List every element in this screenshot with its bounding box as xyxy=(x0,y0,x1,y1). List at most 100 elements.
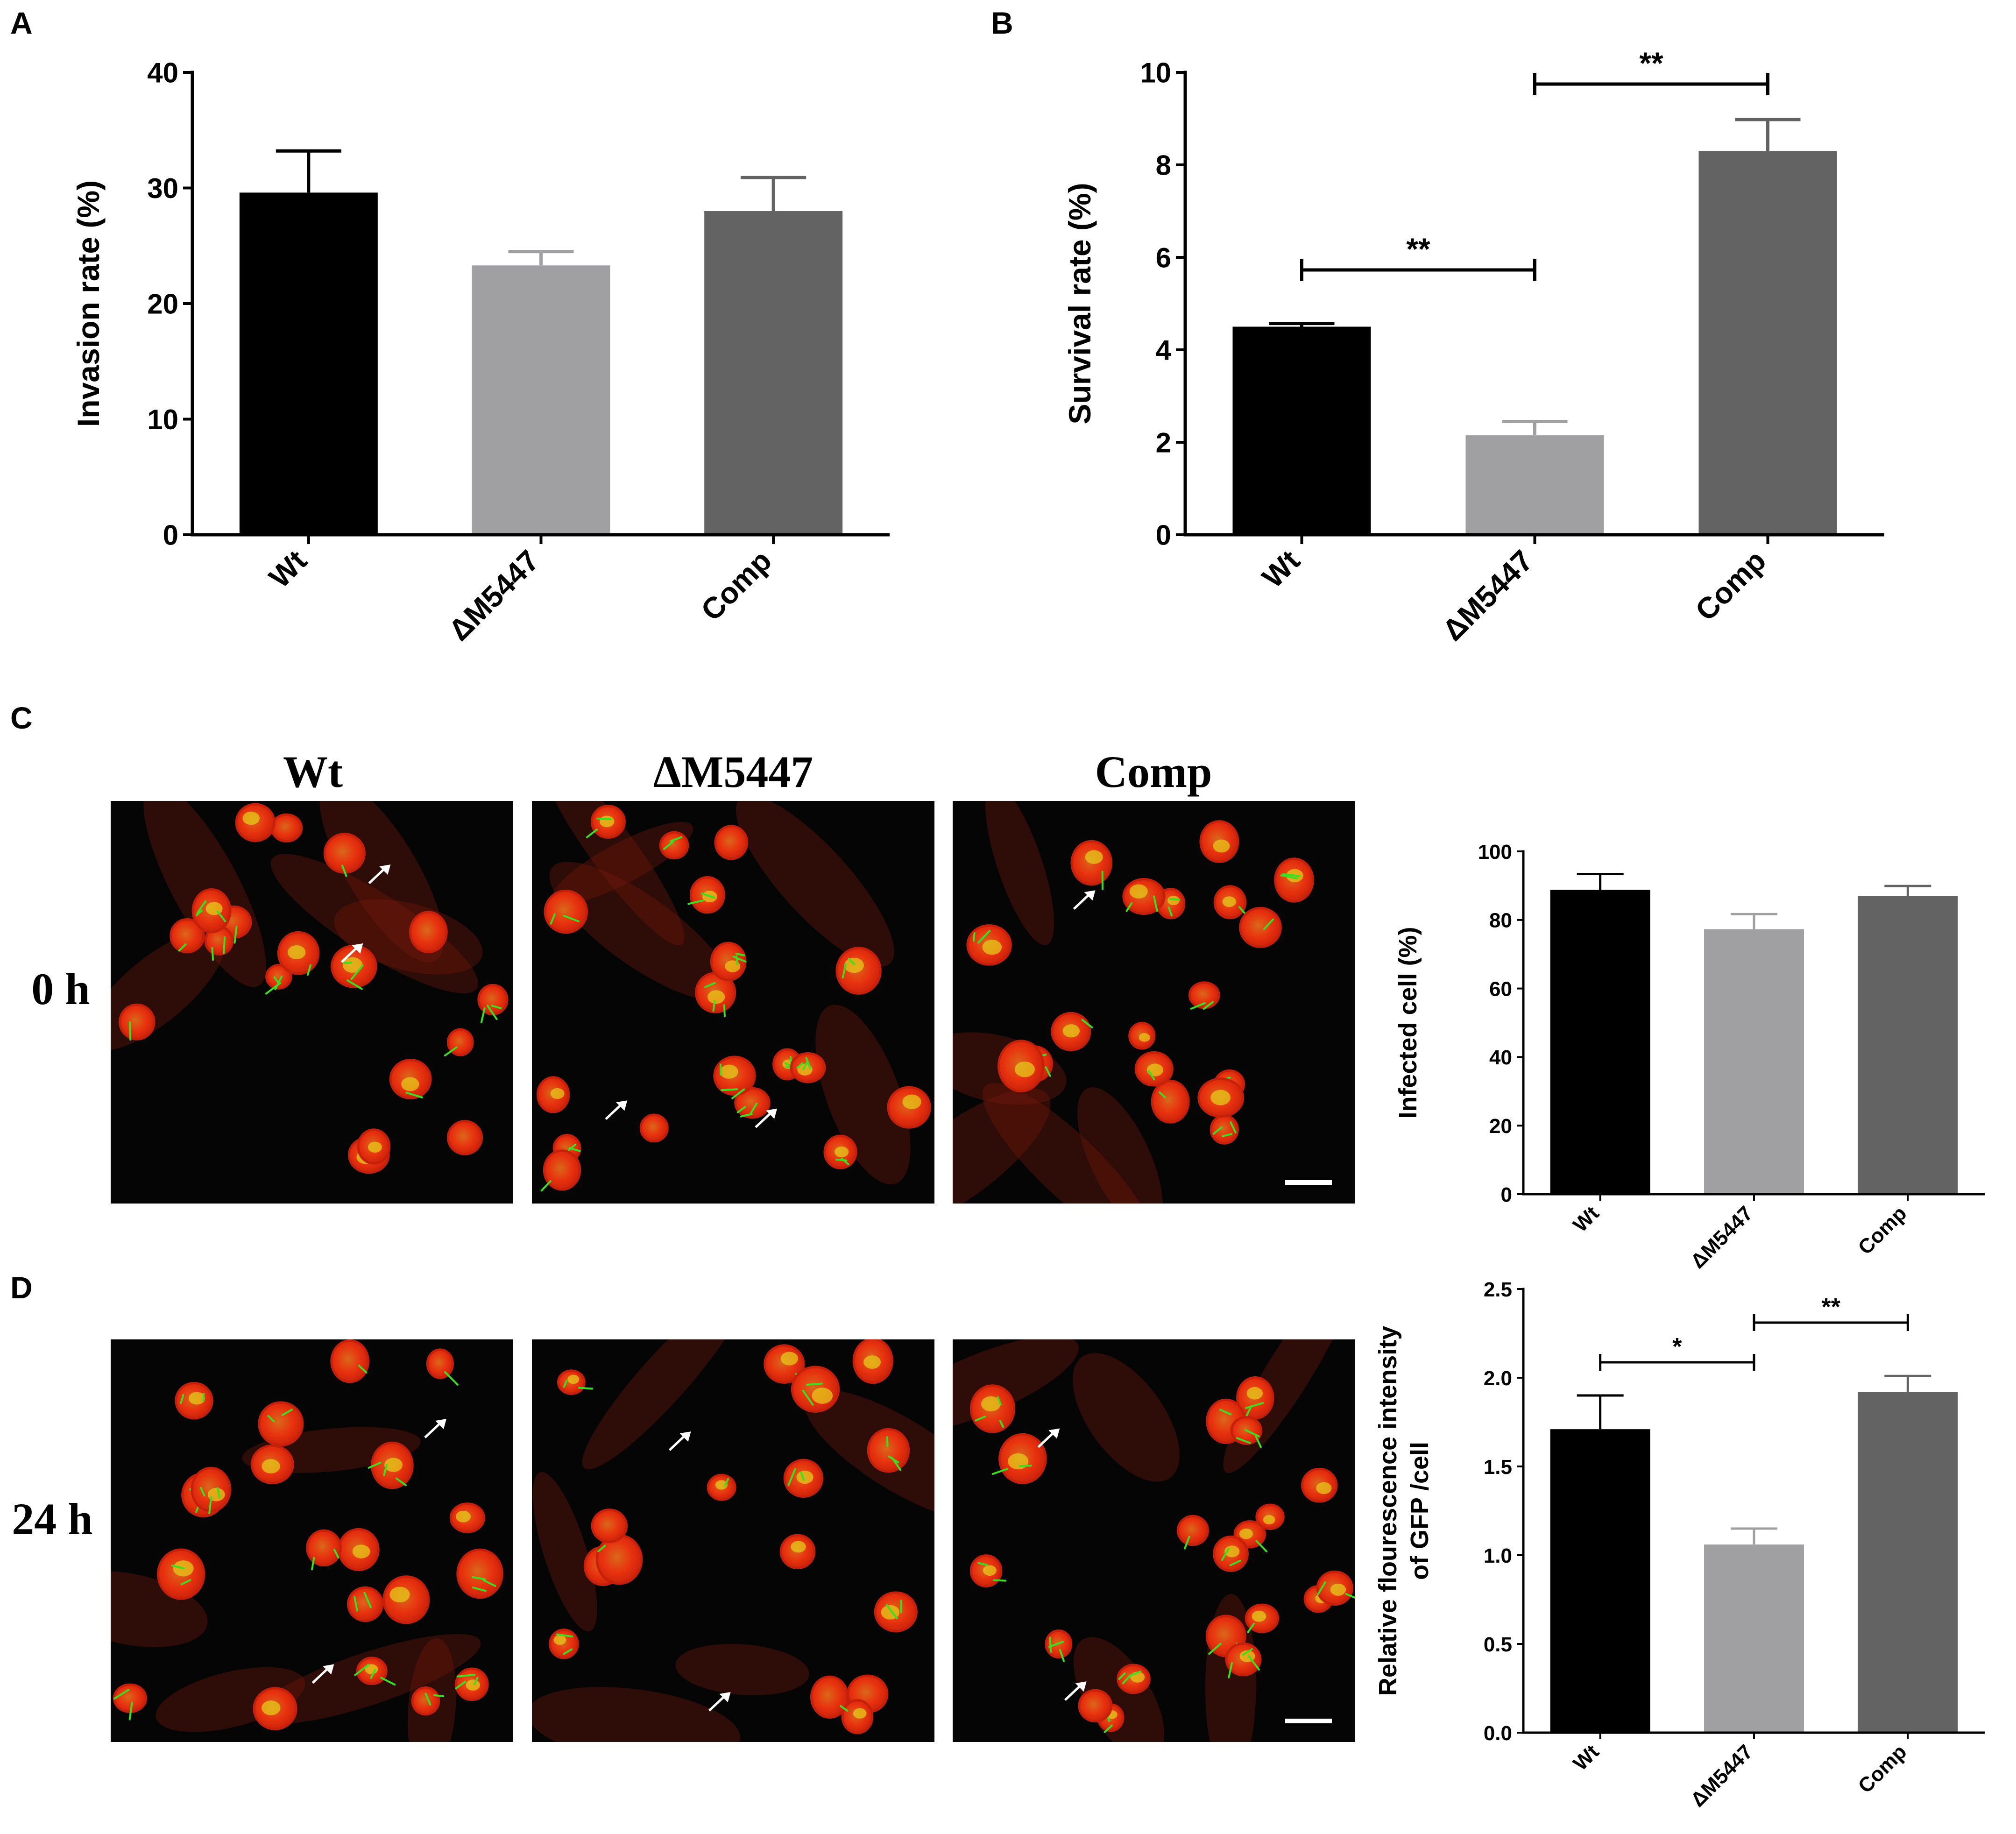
micro-bacterium-0-16-1 xyxy=(347,979,363,990)
micro-content-5 xyxy=(953,1339,1355,1742)
micro-cell-body-3-11 xyxy=(330,1339,369,1383)
micro-cell-1-5 xyxy=(887,1086,931,1129)
micro-faint-cell-5-1 xyxy=(1073,1637,1165,1742)
error-bar-c-0 xyxy=(1577,872,1624,890)
micro-cell-0-14 xyxy=(191,888,232,934)
significance-bracket-d-1 xyxy=(1753,1314,1909,1331)
micro-row-label-24h: 24 h xyxy=(12,1494,92,1544)
micro-bacterium-2-8-0 xyxy=(1263,918,1274,930)
micro-bacterium-1-9-2 xyxy=(568,1147,581,1152)
error-bar-a-0 xyxy=(276,149,341,193)
white-arrow-icon-shaft-1-0 xyxy=(755,1111,772,1128)
micro-bacterium-3-7-0 xyxy=(455,1681,466,1690)
micro-bacterium-2-17-1 xyxy=(1125,902,1133,912)
white-arrow-icon-shaft-1-1 xyxy=(605,1103,622,1120)
micro-cell-overlap-1-17 xyxy=(835,1146,849,1158)
micro-cell-overlap-2-10 xyxy=(1210,1090,1231,1105)
white-arrow-icon-shaft-2-0 xyxy=(1073,893,1091,910)
micro-cell-3-20 xyxy=(253,1687,297,1730)
white-arrow-icon-shaft-3-1 xyxy=(311,1667,330,1684)
micro-cell-overlap-4-8 xyxy=(780,1352,799,1366)
micro-bacterium-5-1-1 xyxy=(1208,1643,1222,1655)
micro-bacterium-3-11-0 xyxy=(358,1365,368,1374)
micro-bacterium-1-2-0 xyxy=(736,1106,746,1113)
micro-cell-overlap-3-19 xyxy=(384,1458,403,1472)
micro-faint-cell-4-2 xyxy=(532,1472,597,1632)
micro-cell-overlap-4-15 xyxy=(796,1471,813,1484)
micro-bacterium-3-6-1 xyxy=(472,1586,487,1592)
y-tick-label-a-0: 0 xyxy=(163,520,178,551)
y-axis-title-b: Survival rate (%) xyxy=(1062,183,1097,424)
micro-bacterium-0-11-0 xyxy=(223,936,226,954)
micro-cell-1-14 xyxy=(540,1149,581,1192)
micro-cell-overlap-2-5 xyxy=(1062,1024,1080,1038)
y-tick-label-a-4: 40 xyxy=(147,57,178,89)
micro-faint-cell-2-1 xyxy=(1077,1087,1163,1204)
micro-cell-5-11 xyxy=(1117,1664,1151,1694)
bar-a-1 xyxy=(472,265,610,535)
micro-bacterium-0-7-0 xyxy=(444,1046,458,1057)
micro-image-1 xyxy=(532,801,934,1204)
micro-cell-5-6 xyxy=(1245,1603,1280,1633)
y-tick-label-c-5: 100 xyxy=(1478,841,1512,864)
micro-bacterium-5-18-0 xyxy=(1219,1409,1232,1416)
micro-bacterium-5-19-2 xyxy=(1245,1429,1260,1437)
micro-cell-overlap-0-12 xyxy=(242,811,260,825)
micro-bacterium-4-4-2 xyxy=(886,1436,889,1447)
micro-bacterium-2-6-1 xyxy=(1230,1121,1237,1133)
micro-bacterium-0-9-2 xyxy=(274,975,283,991)
micro-cell-3-3 xyxy=(382,1575,430,1624)
micro-cell-3-9 xyxy=(338,1528,380,1572)
micro-faint-cell-1-3 xyxy=(736,801,894,967)
micro-cell-overlap-5-6 xyxy=(1252,1610,1266,1622)
micro-bacterium-3-4-0 xyxy=(180,1394,184,1404)
micro-cell-overlap-2-12 xyxy=(1146,1063,1163,1076)
micro-faint-cell-5-3 xyxy=(1072,1353,1180,1482)
micro-cell-overlap-5-12 xyxy=(981,1396,1001,1412)
micro-bacterium-1-13-0 xyxy=(687,899,704,905)
micro-cell-4-1 xyxy=(874,1591,918,1633)
y-tick-label-b-4: 8 xyxy=(1156,150,1171,181)
y-tick-label-b-5: 10 xyxy=(1140,57,1171,89)
micro-cell-body-2-7 xyxy=(1151,1079,1190,1124)
y-tick-label-a-3: 30 xyxy=(147,173,178,204)
micro-bacterium-1-8-0 xyxy=(802,1060,809,1070)
micro-faint-cell-1-2 xyxy=(549,862,731,1000)
micro-cell-5-4 xyxy=(1236,1376,1274,1420)
micro-content-1 xyxy=(536,801,931,1192)
micro-bacterium-3-1-1 xyxy=(380,1677,396,1686)
micro-image-background-5 xyxy=(953,1339,1355,1742)
y-tick-label-c-0: 0 xyxy=(1501,1183,1512,1206)
white-arrow-icon-head-3-0 xyxy=(435,1419,446,1430)
error-bar-c-1 xyxy=(1731,913,1777,929)
micro-bacterium-5-5-0 xyxy=(1221,1548,1230,1561)
micro-cell-body-3-14 xyxy=(113,1683,147,1714)
micro-cell-body-0-1 xyxy=(170,918,205,954)
micro-cell-overlap-0-15 xyxy=(287,945,306,960)
error-bar-a-1 xyxy=(508,250,574,266)
white-arrow-icon xyxy=(1073,890,1096,910)
micro-cell-0-4 xyxy=(270,813,303,843)
micro-image-background-0 xyxy=(111,801,513,1204)
micro-content-4 xyxy=(532,1339,934,1742)
micro-bacterium-3-5-0 xyxy=(444,1371,459,1386)
micro-cell-overlap-3-9 xyxy=(352,1544,370,1558)
micro-cell-4-10 xyxy=(707,1473,736,1501)
micro-bacterium-5-19-1 xyxy=(1255,1436,1262,1448)
micro-cell-body-4-12 xyxy=(810,1675,849,1719)
white-arrow-icon xyxy=(668,1431,691,1451)
micro-bacterium-5-4-1 xyxy=(1245,1402,1264,1409)
micro-bacterium-0-14-0 xyxy=(216,910,226,922)
micro-cell-overlap-2-0 xyxy=(1222,896,1236,907)
micro-cell-5-16 xyxy=(1316,1570,1355,1606)
micro-bacterium-5-4-0 xyxy=(1244,1405,1252,1419)
micro-cell-3-10 xyxy=(347,1586,384,1622)
y-tick-label-c-1: 20 xyxy=(1489,1115,1512,1138)
micro-bacterium-3-19-2 xyxy=(383,1464,388,1476)
micro-bacterium-4-13-0 xyxy=(806,1382,823,1386)
micro-faint-cell-2-3 xyxy=(953,1088,1051,1204)
micro-faint-cell-1-4 xyxy=(552,821,693,905)
micro-faint-cell-4-1 xyxy=(582,1339,745,1470)
